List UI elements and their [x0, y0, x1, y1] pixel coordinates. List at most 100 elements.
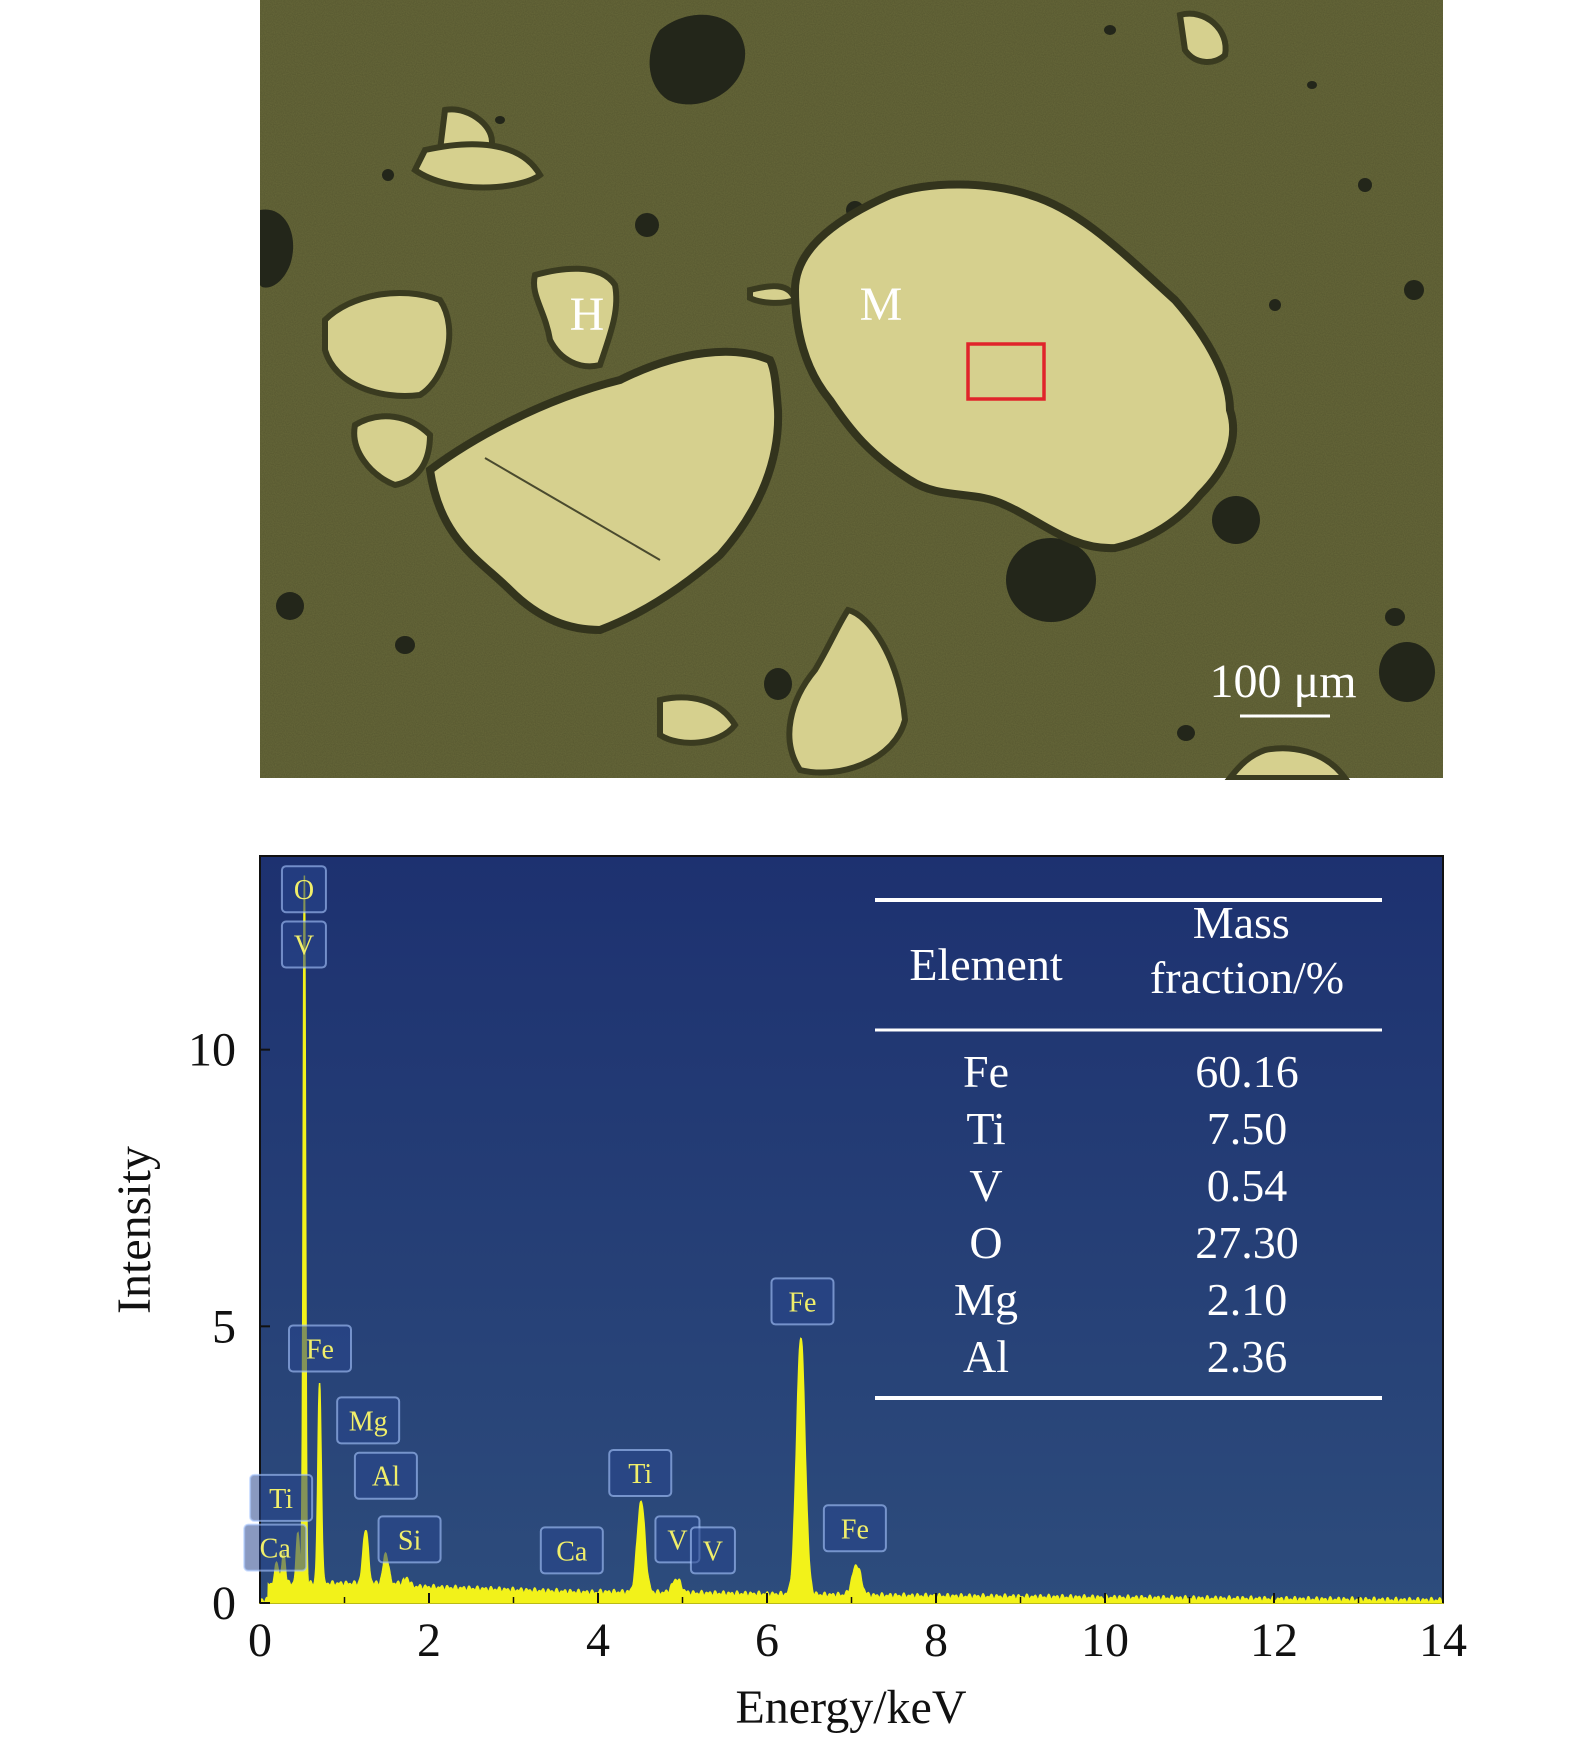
table-row: O 27.30 [969, 1217, 1298, 1268]
peak-tag-label: Fe [841, 1514, 869, 1545]
peak-tag-label: Fe [306, 1334, 334, 1365]
table-row: Mg 2.10 [954, 1274, 1287, 1325]
peak-tag-label: Ca [260, 1534, 292, 1565]
peak-tag-box [377, 1515, 442, 1564]
pore [1307, 81, 1317, 89]
y-tick-label: 0 [212, 1577, 236, 1630]
table-header-mass-fraction: Mass fraction/% [1150, 897, 1344, 1003]
x-axis-label: Energy/keV [735, 1681, 966, 1734]
peak-tag-ca: Ca [539, 1526, 604, 1575]
pore [382, 169, 394, 181]
phase-label-m: M [860, 278, 903, 331]
peak-tag-label: O [294, 875, 314, 906]
x-tick-label: 4 [586, 1614, 610, 1667]
x-tick-label: 2 [417, 1614, 441, 1667]
phase-label-h: H [570, 288, 605, 341]
pore [1212, 496, 1260, 544]
composition-table: Element Mass fraction/% Fe 60.16 Ti 7.50 V 0.… [875, 897, 1382, 1400]
table-row: Ti 7.50 [966, 1103, 1287, 1154]
y-axis-label: Intensity [108, 1146, 161, 1314]
small-grains [322, 10, 1351, 780]
peak-tag-fe: Fe [287, 1324, 352, 1373]
peak-tag-box [822, 1504, 887, 1553]
peak-tag-label: Ti [628, 1459, 652, 1490]
peak-tag-box [539, 1526, 604, 1575]
peak-tag-box [689, 1526, 736, 1575]
pore [260, 209, 294, 288]
table-cell-element: Ti [966, 1103, 1005, 1154]
peak-tag-label: V [667, 1525, 687, 1556]
table-cell-element: Mg [954, 1274, 1018, 1325]
grain-large-left [425, 347, 783, 635]
peak-tag-box [243, 1523, 308, 1572]
y-tick-label: 10 [188, 1024, 236, 1077]
peak-tag-label: Mg [349, 1406, 388, 1437]
peak-tag-v: V [654, 1515, 701, 1564]
grain [1176, 10, 1229, 65]
table-header-mass-line2: fraction/% [1150, 952, 1344, 1003]
pore [276, 592, 304, 620]
table-cell-element: V [969, 1160, 1002, 1211]
x-tick-label: 14 [1419, 1614, 1467, 1667]
grain [1224, 745, 1351, 780]
pore [1177, 725, 1195, 741]
peak-tag-box [336, 1396, 401, 1445]
spectrum-trace [259, 875, 1444, 1604]
pore [649, 14, 746, 105]
pore [764, 668, 792, 700]
x-tick-label: 8 [924, 1614, 948, 1667]
table-cell-mass-fraction: 2.36 [1207, 1331, 1288, 1382]
axis-ticks: 0 2 4 6 8 10 12 14 0 5 10 [188, 1024, 1467, 1667]
pore [1006, 538, 1096, 622]
table-row: V 0.54 [969, 1160, 1287, 1211]
pore [495, 116, 505, 124]
pore [395, 636, 415, 654]
pore [1269, 299, 1281, 311]
table-cell-mass-fraction: 0.54 [1207, 1160, 1288, 1211]
peak-tag-label: Al [372, 1462, 400, 1493]
plot-area [259, 855, 1444, 1604]
peak-tag-label: Ca [556, 1536, 588, 1567]
peak-tag-box [770, 1277, 835, 1326]
peak-tag-box [287, 1324, 352, 1373]
table-header-mass-line1: Mass [1193, 897, 1290, 948]
peak-tag-label: V [703, 1536, 723, 1567]
x-tick-label: 0 [248, 1614, 272, 1667]
table-header-element: Element [909, 939, 1062, 990]
peak-tag-ti: Ti [608, 1448, 673, 1497]
optical-micrograph: H M 100 μm [260, 0, 1443, 780]
table-cell-mass-fraction: 27.30 [1195, 1217, 1299, 1268]
peak-tag-box [280, 865, 327, 914]
grain-M [790, 180, 1238, 553]
table-cell-element: O [969, 1217, 1002, 1268]
peak-tag-fe: Fe [822, 1504, 887, 1553]
peak-tag-label: Ti [269, 1484, 293, 1515]
pores [260, 14, 1435, 741]
y-tick-label: 5 [212, 1300, 236, 1353]
grain [351, 413, 434, 489]
pore [1358, 178, 1372, 192]
grain-H [531, 265, 620, 370]
peak-tag-al: Al [353, 1451, 418, 1500]
peak-tag-label: Fe [788, 1287, 816, 1318]
pore [635, 213, 659, 237]
grain [786, 606, 909, 776]
peak-tag-mg: Mg [336, 1396, 401, 1445]
table-row: Fe 60.16 [963, 1046, 1299, 1097]
peak-tag-label: Si [398, 1525, 422, 1556]
scale-bar-label: 100 μm [1209, 655, 1356, 708]
peak-tag-box [353, 1451, 418, 1500]
peak-tag-v: V [689, 1526, 736, 1575]
pore [1404, 280, 1424, 300]
peak-tag-v: V [280, 920, 327, 969]
table-cell-mass-fraction: 60.16 [1195, 1046, 1299, 1097]
peak-tag-o: O [280, 865, 327, 914]
peak-tag-box [249, 1473, 314, 1522]
x-tick-label: 12 [1250, 1614, 1298, 1667]
grain [411, 141, 544, 191]
table-cell-element: Al [963, 1331, 1009, 1382]
eds-analysis-box [966, 342, 1046, 401]
scratch [484, 457, 661, 561]
pore [1379, 642, 1435, 702]
